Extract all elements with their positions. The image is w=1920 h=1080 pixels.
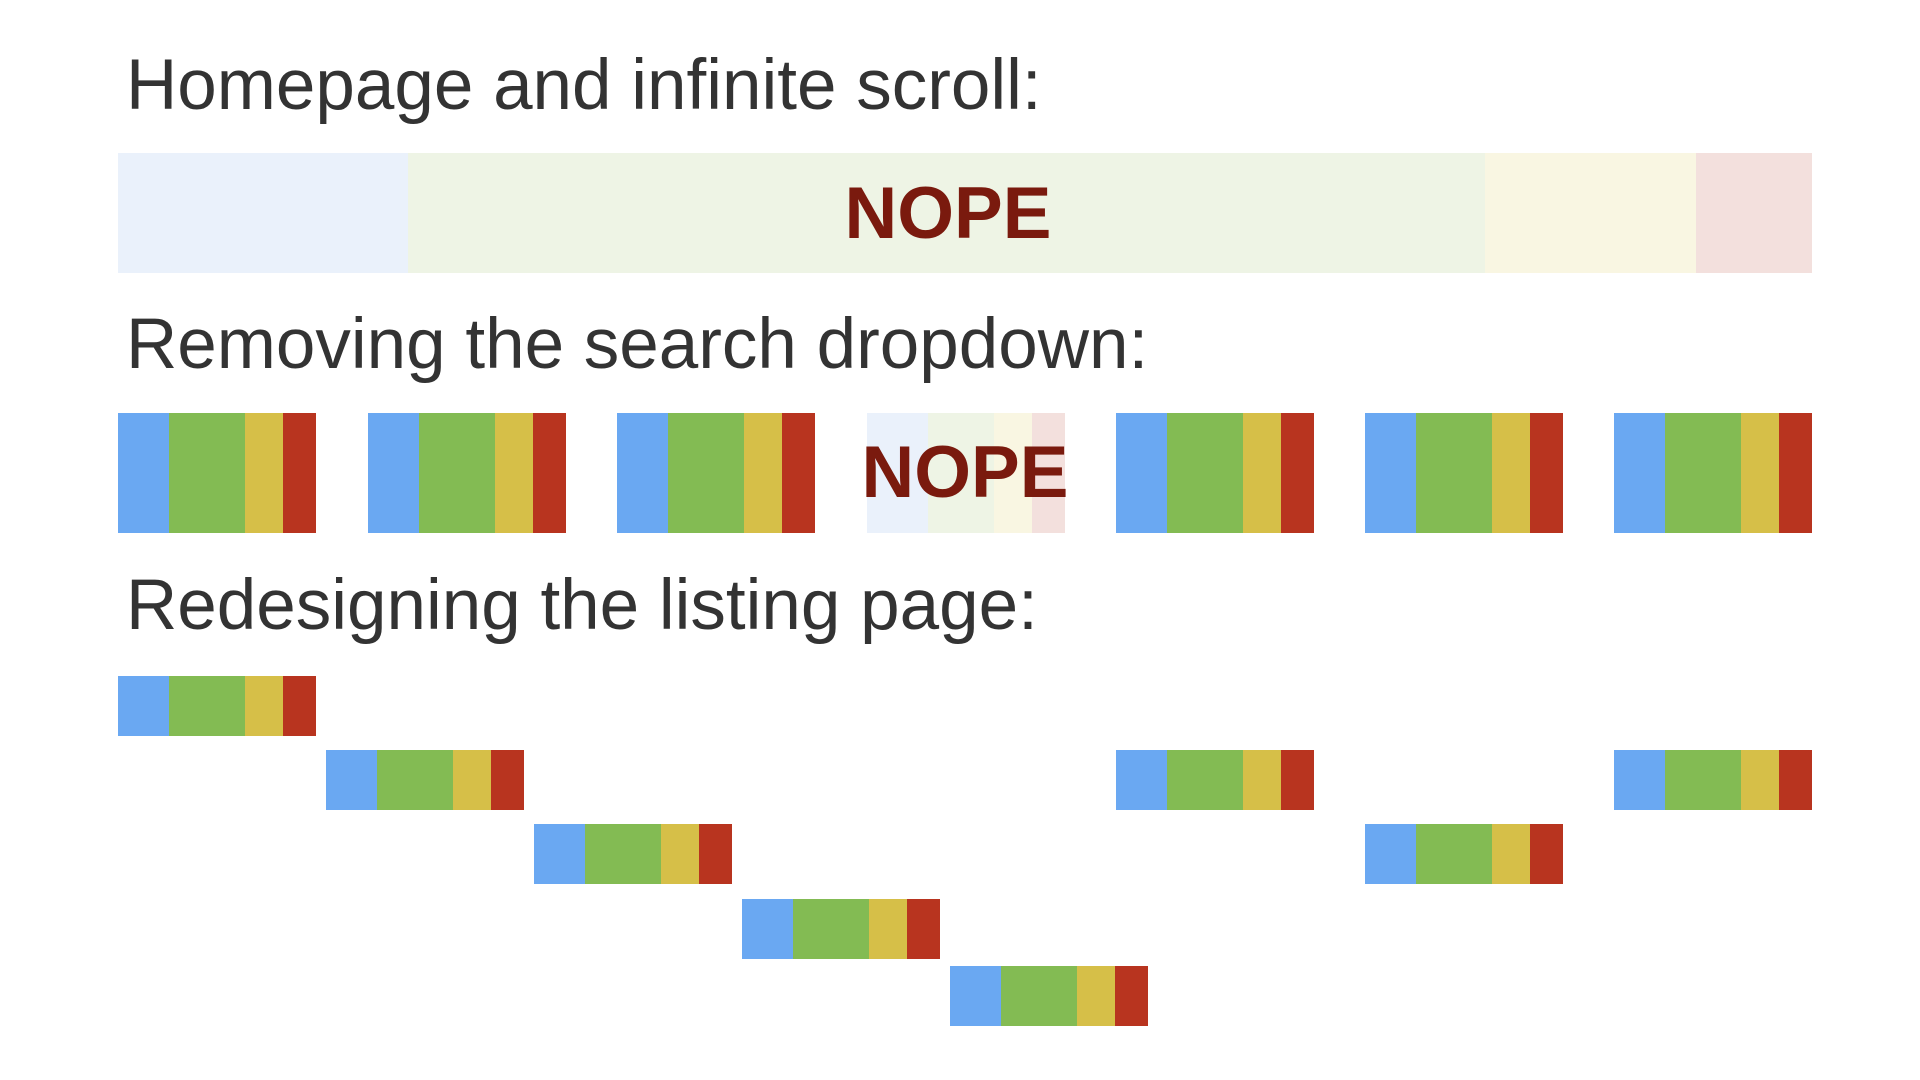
bar-segment-green xyxy=(169,413,245,533)
bar-segment-blue xyxy=(1116,750,1167,810)
bar-segment-red xyxy=(699,824,732,884)
heading-redesigning-listing-page: Redesigning the listing page: xyxy=(126,566,1038,645)
bar-segment-red xyxy=(907,899,940,959)
bar-segment-green xyxy=(585,824,661,884)
bar-segment-blue xyxy=(1365,413,1416,533)
bar-segment-green xyxy=(793,899,869,959)
bar-segment-yellow xyxy=(1492,824,1530,884)
bar-segment-green xyxy=(1416,824,1492,884)
color-bar xyxy=(118,413,316,533)
bar-segment-blue xyxy=(534,824,585,884)
bar-segment-yellow xyxy=(1741,413,1779,533)
bar-segment-red xyxy=(1696,153,1812,273)
color-bar xyxy=(617,413,815,533)
bar-segment-yellow xyxy=(661,824,699,884)
color-bar xyxy=(950,966,1148,1026)
bar-segment-yellow xyxy=(1243,750,1281,810)
bar-segment-red xyxy=(1779,413,1812,533)
faded-color-bar xyxy=(867,413,1065,533)
bar-segment-blue xyxy=(1614,750,1665,810)
wide-color-bar xyxy=(118,153,1812,273)
bar-segment-green xyxy=(1001,966,1077,1026)
bar-segment-green xyxy=(419,413,495,533)
bar-segment-blue xyxy=(1365,824,1416,884)
bar-segment-red xyxy=(533,413,566,533)
bar-segment-red xyxy=(1530,413,1563,533)
bar-segment-blue xyxy=(617,413,668,533)
bar-segment-yellow xyxy=(1077,966,1115,1026)
bar-segment-red xyxy=(1115,966,1148,1026)
bar-segment-yellow xyxy=(994,413,1032,533)
color-bar xyxy=(368,413,566,533)
bar-segment-yellow xyxy=(1243,413,1281,533)
color-bar xyxy=(118,676,316,736)
bar-segment-yellow xyxy=(245,413,283,533)
bar-segment-yellow xyxy=(1485,153,1696,273)
bar-segment-green xyxy=(1167,413,1243,533)
bar-segment-green xyxy=(1665,413,1741,533)
bar-segment-red xyxy=(1530,824,1563,884)
bar-segment-green xyxy=(1665,750,1741,810)
bar-segment-green xyxy=(169,676,245,736)
bar-segment-green xyxy=(377,750,453,810)
bar-segment-green xyxy=(1416,413,1492,533)
bar-segment-blue xyxy=(118,153,408,273)
nope-label: NOPE xyxy=(861,432,1069,513)
bar-segment-blue xyxy=(118,676,169,736)
nope-label: NOPE xyxy=(844,173,1052,254)
color-bar xyxy=(326,750,524,810)
color-bar xyxy=(534,824,732,884)
bar-segment-yellow xyxy=(1741,750,1779,810)
bar-segment-red xyxy=(782,413,815,533)
bar-segment-red xyxy=(1779,750,1812,810)
bar-segment-red xyxy=(1281,413,1314,533)
color-bar xyxy=(1116,750,1314,810)
bar-segment-green xyxy=(1167,750,1243,810)
bar-segment-blue xyxy=(867,413,928,533)
bar-segment-red xyxy=(1281,750,1314,810)
bar-segment-green xyxy=(668,413,744,533)
bar-segment-yellow xyxy=(453,750,491,810)
bar-segment-red xyxy=(1032,413,1065,533)
bar-segment-blue xyxy=(950,966,1001,1026)
bar-segment-blue xyxy=(1614,413,1665,533)
bar-segment-blue xyxy=(742,899,793,959)
bar-segment-yellow xyxy=(1492,413,1530,533)
color-bar xyxy=(1614,413,1812,533)
bar-segment-blue xyxy=(368,413,419,533)
bar-segment-blue xyxy=(326,750,377,810)
bar-segment-yellow xyxy=(869,899,907,959)
bar-segment-red xyxy=(283,676,316,736)
bar-segment-red xyxy=(491,750,524,810)
color-bar xyxy=(1365,824,1563,884)
bar-segment-yellow xyxy=(744,413,782,533)
color-bar xyxy=(1614,750,1812,810)
color-bar xyxy=(1365,413,1563,533)
bar-segment-green xyxy=(928,413,994,533)
heading-homepage-infinite-scroll: Homepage and infinite scroll: xyxy=(126,46,1042,125)
bar-segment-red xyxy=(283,413,316,533)
bar-segment-yellow xyxy=(495,413,533,533)
bar-segment-blue xyxy=(1116,413,1167,533)
bar-segment-yellow xyxy=(245,676,283,736)
color-bar xyxy=(1116,413,1314,533)
bar-segment-green xyxy=(408,153,1485,273)
bar-segment-blue xyxy=(118,413,169,533)
color-bar xyxy=(742,899,940,959)
heading-removing-search-dropdown: Removing the search dropdown: xyxy=(126,305,1149,384)
